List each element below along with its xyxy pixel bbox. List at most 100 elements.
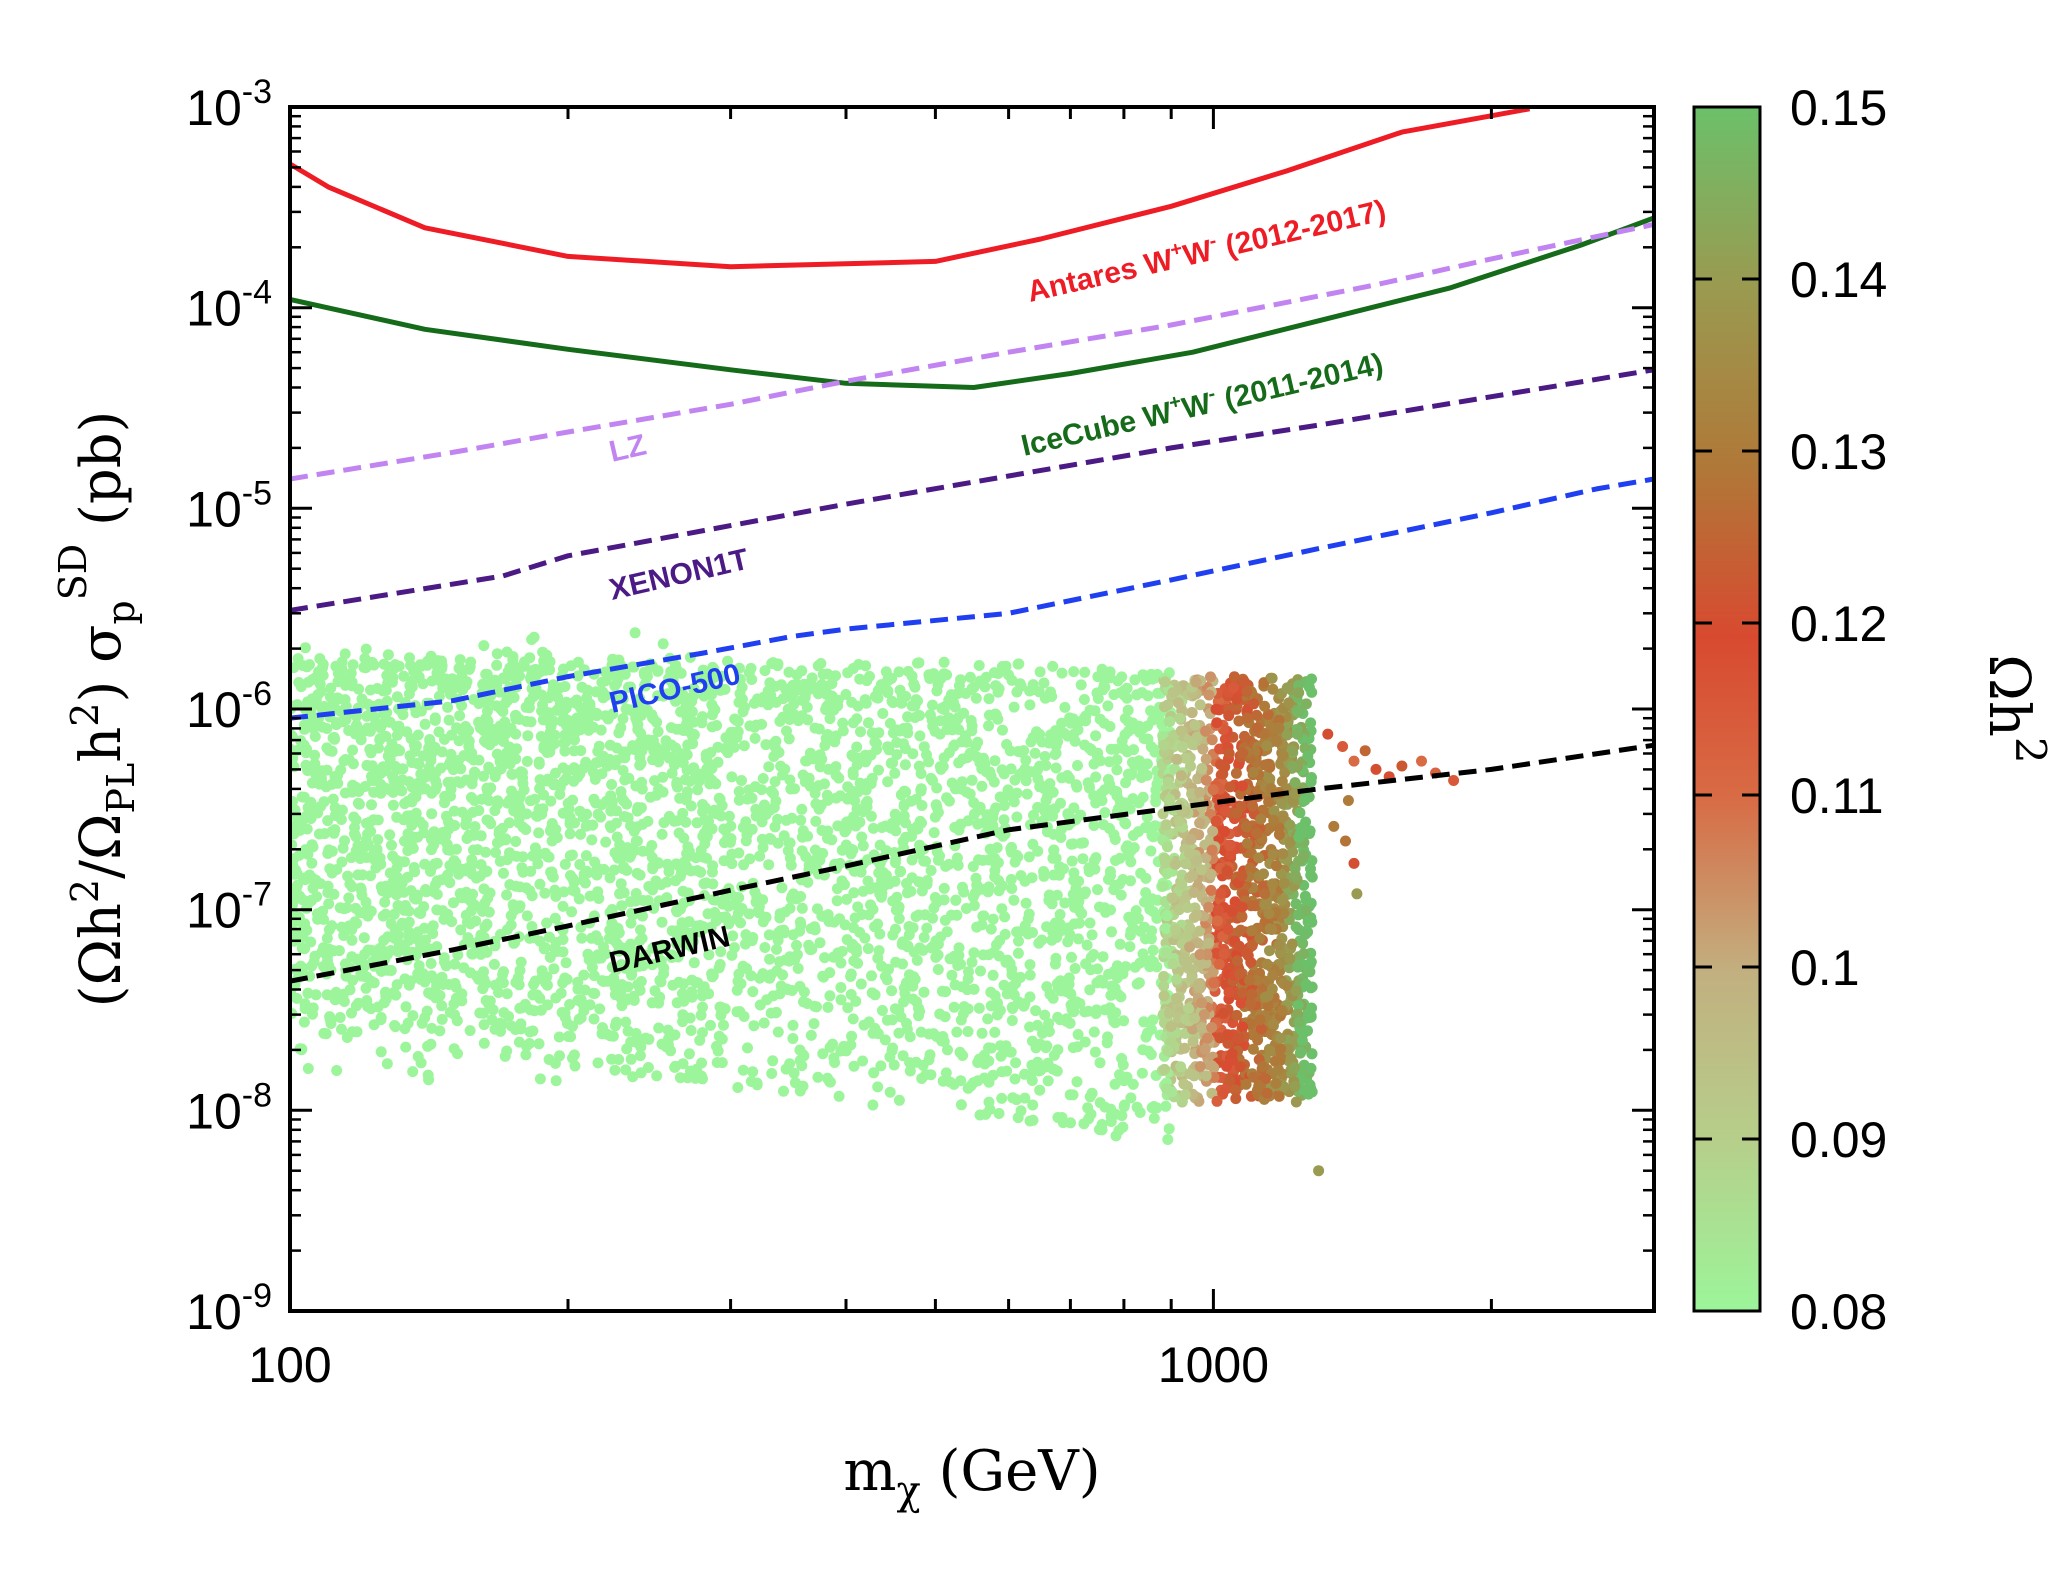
scatter-point — [1184, 922, 1196, 934]
scatter-point — [970, 872, 982, 884]
scatter-point — [867, 1099, 879, 1111]
scatter-point — [927, 699, 938, 711]
scatter-point — [934, 1008, 946, 1020]
scatter-point — [1206, 844, 1218, 856]
scatter-point — [455, 777, 467, 789]
scatter-point — [406, 819, 418, 831]
scatter-point — [361, 904, 373, 916]
scatter-point — [1086, 1087, 1098, 1099]
scatter-point — [782, 845, 794, 857]
scatter-point — [1231, 1009, 1243, 1021]
scatter-point — [1157, 880, 1169, 892]
scatter-point — [1001, 739, 1013, 750]
scatter-point — [737, 1064, 749, 1076]
scatter-point — [698, 878, 710, 890]
scatter-point — [501, 988, 513, 1000]
scatter-point — [904, 1065, 916, 1077]
scatter-point — [1203, 901, 1215, 913]
scatter-point — [1281, 682, 1293, 694]
scatter-point — [673, 976, 685, 988]
scatter-point — [539, 971, 550, 982]
scatter-point — [943, 795, 955, 807]
scatter-point — [930, 935, 942, 947]
scatter-point — [1206, 1060, 1218, 1072]
scatter-point — [478, 770, 489, 782]
scatter-point — [998, 800, 1010, 811]
scatter-point — [744, 720, 756, 732]
scatter-point — [320, 781, 332, 793]
scatter-point — [1038, 677, 1050, 689]
scatter-point — [589, 773, 601, 785]
scatter-point — [539, 705, 551, 717]
scatter-point — [389, 1021, 401, 1033]
scatter-point — [918, 931, 930, 943]
scatter-point — [489, 771, 501, 783]
scatter-point — [923, 756, 935, 768]
scatter-point — [619, 668, 631, 680]
scatter-point — [903, 929, 915, 941]
scatter-point — [467, 806, 479, 818]
scatter-point — [542, 851, 554, 863]
scatter-point — [302, 1063, 314, 1074]
scatter-point — [362, 722, 373, 734]
scatter-point — [856, 831, 868, 843]
scatter-point — [680, 816, 692, 828]
scatter-point — [985, 1042, 997, 1054]
scatter-point — [349, 828, 360, 840]
scatter-point — [426, 1022, 438, 1034]
scatter-point — [1011, 926, 1023, 938]
scatter-point — [931, 685, 943, 697]
scatter-point — [1302, 750, 1314, 762]
scatter-point — [1007, 1092, 1019, 1104]
scatter-point — [656, 828, 668, 840]
scatter-point — [841, 893, 853, 905]
scatter-point — [1137, 765, 1149, 776]
scatter-point — [1030, 1005, 1042, 1017]
scatter-point — [1147, 1014, 1159, 1026]
scatter-point — [1050, 725, 1061, 737]
scatter-point — [1083, 780, 1095, 792]
scatter-point — [848, 1060, 860, 1072]
scatter-point — [375, 1046, 387, 1058]
scatter-point — [1119, 729, 1131, 741]
scatter-point — [732, 1082, 744, 1093]
scatter-point — [912, 695, 923, 707]
scatter-point — [716, 1057, 728, 1069]
scatter-point — [582, 819, 594, 831]
scatter-point — [1102, 1031, 1114, 1043]
scatter-point — [1215, 887, 1227, 899]
scatter-point — [1160, 922, 1172, 934]
scatter-point — [305, 936, 317, 948]
scatter-point — [923, 1054, 935, 1066]
scatter-point — [1096, 1119, 1108, 1130]
scatter-point — [974, 757, 986, 769]
scatter-point — [725, 833, 737, 845]
scatter-point — [449, 958, 461, 970]
scatter-point — [290, 662, 300, 674]
scatter-point — [407, 1066, 419, 1078]
scatter-point — [846, 1030, 858, 1042]
scatter-point — [1055, 797, 1066, 809]
scatter-point — [1146, 925, 1158, 937]
scatter-point — [790, 684, 802, 696]
scatter-point — [384, 716, 396, 728]
scatter-point — [1287, 760, 1298, 772]
scatter-point — [1106, 926, 1117, 938]
scatter-point — [914, 942, 926, 954]
scatter-point — [851, 741, 863, 753]
scatter-point — [1267, 848, 1279, 860]
scatter-point — [366, 799, 377, 811]
scatter-point — [1116, 1053, 1128, 1064]
scatter-point — [558, 663, 569, 675]
scatter-point — [316, 721, 328, 733]
scatter-point — [1103, 756, 1115, 768]
scatter-point — [1046, 691, 1058, 702]
scatter-point — [913, 876, 925, 888]
scatter-point — [733, 662, 745, 674]
scatter-point — [1026, 872, 1038, 884]
scatter-point — [1278, 877, 1290, 889]
scatter-point — [301, 823, 313, 835]
scatter-point — [788, 698, 800, 710]
scatter-point — [465, 918, 476, 930]
scatter-point — [884, 1086, 896, 1098]
